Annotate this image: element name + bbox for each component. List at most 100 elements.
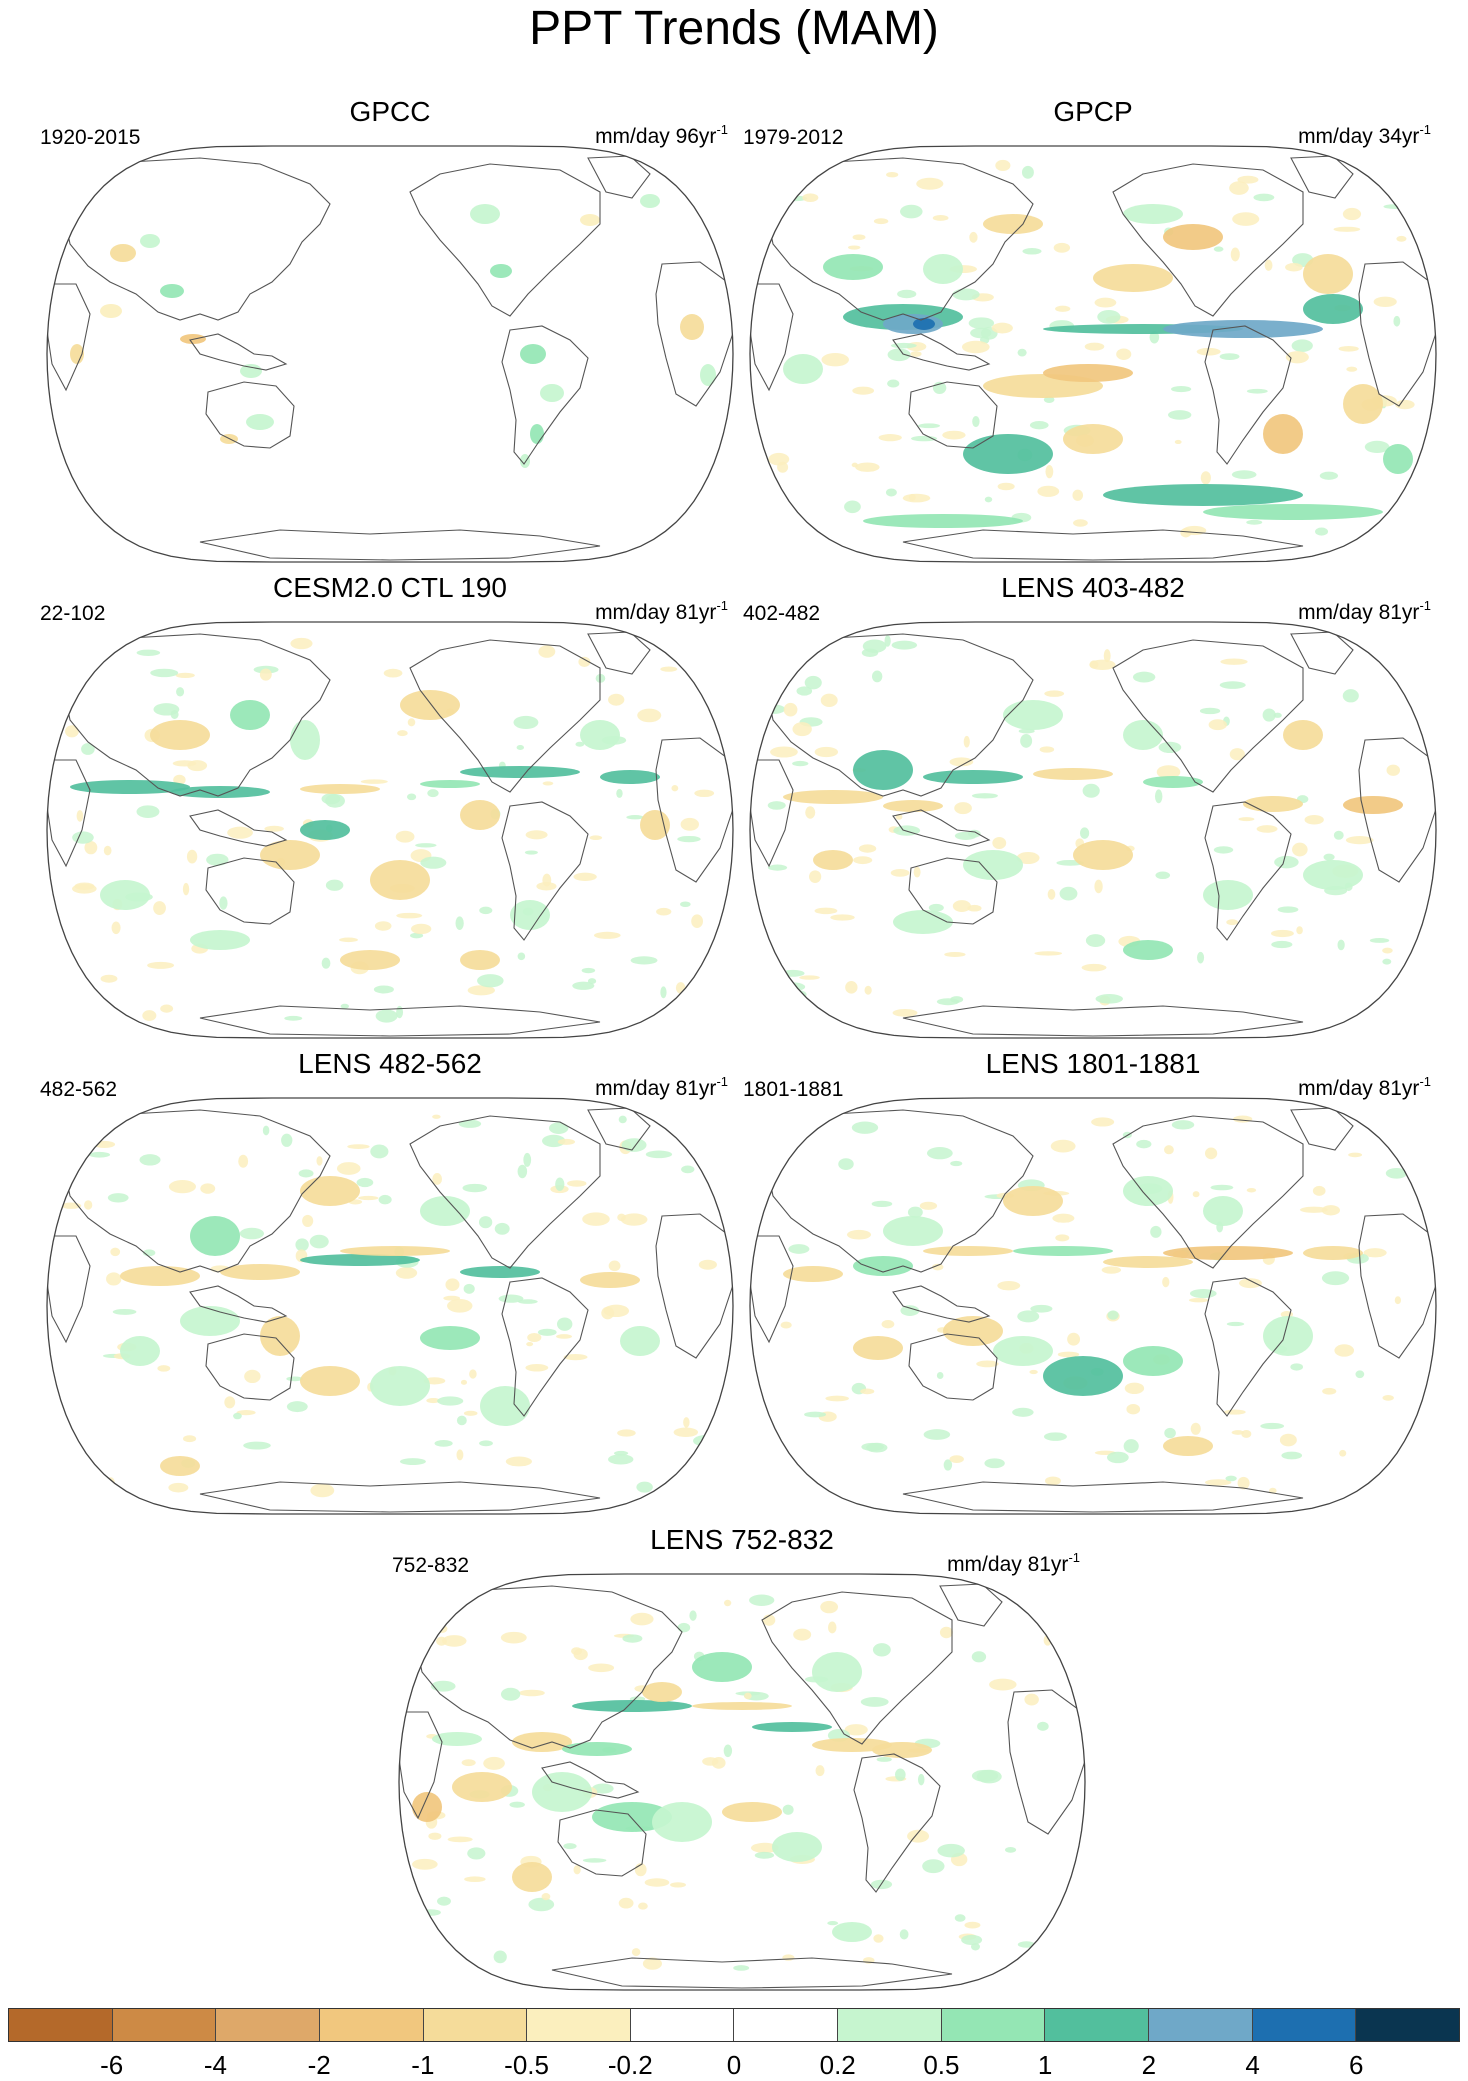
trend-field-speckle	[1072, 489, 1084, 501]
trend-field-blob	[700, 364, 716, 386]
trend-field-speckle	[233, 1412, 242, 1420]
colorbar-swatch	[1045, 2009, 1150, 2041]
trend-field-speckle	[673, 1427, 699, 1437]
trend-field-blob	[772, 1832, 822, 1862]
trend-field-speckle	[1237, 175, 1259, 184]
trend-field-speckle	[723, 1599, 732, 1607]
trend-field-speckle	[1321, 1271, 1350, 1286]
trend-field-speckle	[1394, 1296, 1402, 1305]
trend-field-speckle	[556, 1317, 573, 1331]
trend-field-speckle	[1355, 1370, 1365, 1379]
trend-field-speckle	[1021, 165, 1034, 179]
trend-field-speckle	[675, 982, 686, 994]
trend-field-speckle	[420, 856, 447, 869]
trend-field-speckle	[827, 1920, 839, 1926]
trend-field-speckle	[890, 868, 910, 877]
trend-field-speckle	[1231, 470, 1257, 479]
trend-field-speckle	[968, 317, 995, 330]
trend-field-speckle	[1097, 309, 1121, 324]
trend-field-speckle	[370, 1144, 389, 1159]
trend-field-speckle	[873, 1934, 884, 1943]
trend-field-speckle	[88, 1151, 111, 1158]
trend-field-speckle	[844, 500, 861, 514]
trend-field-speckle	[65, 725, 79, 738]
trend-field-speckle	[926, 1147, 953, 1160]
trend-field-speckle	[630, 956, 658, 965]
trend-field-speckle	[434, 1439, 453, 1447]
trend-field-speckle	[971, 1651, 987, 1663]
trend-field-speckle	[638, 1902, 648, 1910]
coastline	[63, 1109, 331, 1273]
trend-field-speckle	[321, 957, 331, 969]
trend-field-speckle	[942, 430, 966, 440]
trend-field-speckle	[219, 896, 228, 910]
trend-field-speckle	[396, 912, 423, 919]
trend-field-speckle	[1107, 1310, 1119, 1320]
trend-field-speckle	[871, 1200, 893, 1208]
trend-field-blob	[220, 1264, 300, 1280]
trend-field-speckle	[660, 666, 678, 672]
trend-field-speckle	[441, 1635, 467, 1647]
panel-title: LENS 403-482	[1001, 572, 1185, 603]
trend-field-speckle	[1315, 527, 1329, 536]
trend-field-blob	[1303, 1246, 1363, 1260]
trend-field-blob	[983, 214, 1043, 234]
trend-field-speckle	[876, 1757, 892, 1762]
trend-field-speckle	[432, 1114, 441, 1119]
trend-field-blob	[580, 1272, 640, 1288]
trend-field-speckle	[469, 1369, 477, 1379]
panel-units: mm/day 81yr-1	[595, 1074, 728, 1100]
trend-field-speckle	[815, 1765, 825, 1777]
trend-field-speckle	[395, 1267, 418, 1279]
coastline	[766, 157, 1034, 321]
trend-field-blob	[943, 1316, 1003, 1346]
coastline	[655, 1213, 733, 1359]
trend-field-blob	[562, 1742, 632, 1756]
trend-field-speckle	[971, 793, 998, 799]
trend-field-speckle	[498, 1294, 524, 1303]
trend-field-blob	[512, 1732, 572, 1752]
trend-field-blob	[400, 690, 460, 720]
trend-field-speckle	[1292, 842, 1308, 857]
panel-units: mm/day 81yr-1	[595, 598, 728, 624]
trend-field-speckle	[462, 1183, 488, 1193]
trend-field-speckle	[1124, 1382, 1145, 1395]
trend-field-speckle	[112, 1308, 137, 1315]
trend-field-speckle	[1029, 421, 1049, 430]
trend-field-speckle	[1253, 193, 1275, 202]
trend-field-speckle	[1044, 690, 1065, 697]
colorbar-swatch	[1252, 2009, 1357, 2041]
trend-field-blob	[1043, 1356, 1123, 1396]
trend-field-speckle	[881, 1319, 895, 1329]
trend-field-speckle	[820, 1600, 839, 1614]
trend-field-speckle	[527, 1332, 542, 1343]
trend-field-speckle	[310, 1483, 335, 1498]
coastline	[551, 1957, 953, 1989]
trend-field-speckle	[1323, 853, 1335, 861]
map-outline	[46, 145, 734, 563]
trend-field-speckle	[1223, 1409, 1246, 1415]
trend-field-speckle	[852, 234, 866, 241]
trend-field-speckle	[608, 693, 625, 706]
trend-field-blob	[1263, 414, 1303, 454]
trend-field-speckle	[900, 1305, 920, 1316]
trend-field-speckle	[608, 1454, 634, 1465]
trend-field-speckle	[783, 702, 798, 717]
trend-field-speckle	[1393, 315, 1401, 327]
trend-field-speckle	[227, 826, 253, 839]
trend-field-speckle	[922, 1859, 945, 1874]
trend-field-speckle	[972, 415, 980, 428]
coastline	[1290, 631, 1354, 675]
coastline	[63, 633, 331, 797]
trend-field-speckle	[500, 1631, 527, 1644]
trend-field-speckle	[111, 921, 121, 935]
trend-field-speckle	[967, 904, 982, 912]
trend-field-blob	[812, 1652, 862, 1692]
trend-field-blob	[460, 800, 500, 830]
trend-field-speckle	[636, 1481, 653, 1493]
trend-field-speckle	[157, 1365, 171, 1372]
trend-field-speckle	[76, 810, 84, 822]
trend-field-speckle	[852, 386, 875, 395]
trend-field-speckle	[460, 1379, 468, 1385]
trend-field-speckle	[749, 1594, 775, 1606]
